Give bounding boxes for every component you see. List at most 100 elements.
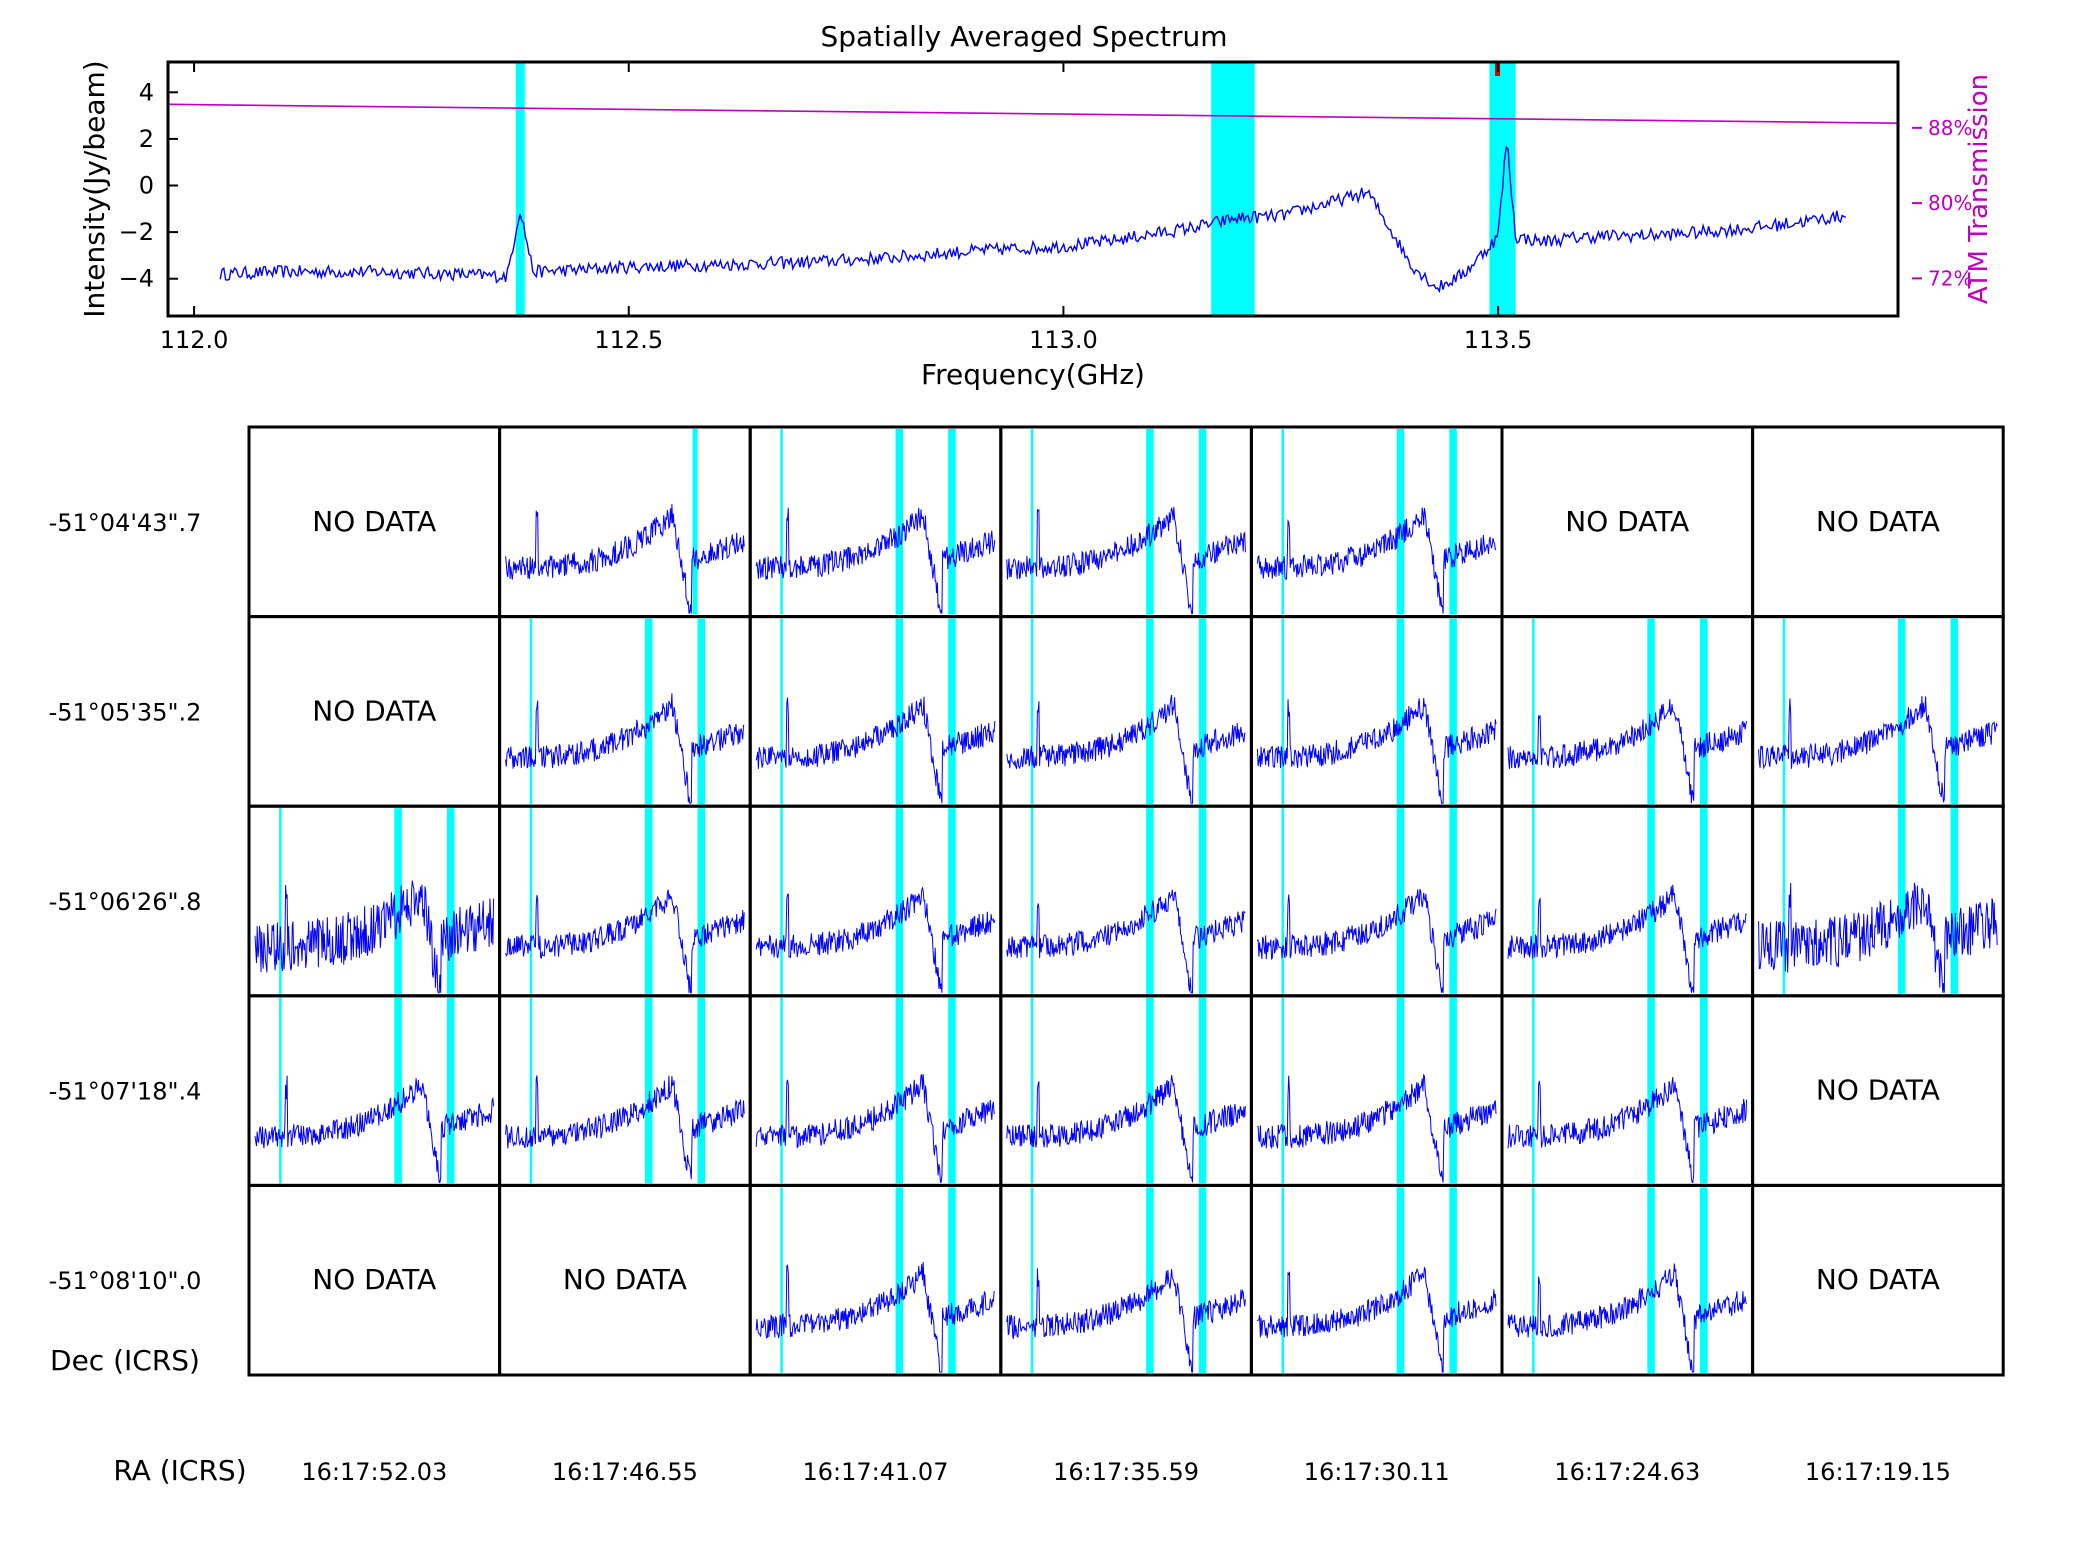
panel-band xyxy=(697,618,706,805)
panel-band xyxy=(644,618,653,805)
panel-band xyxy=(895,429,904,615)
grid-panel xyxy=(1751,615,2005,808)
panel-band xyxy=(1532,1187,1535,1373)
panel-spectrum-line xyxy=(1256,888,1497,993)
dec-row-label: -51°05'35".2 xyxy=(49,698,202,726)
grid-panel xyxy=(748,994,1003,1187)
grid-panel xyxy=(498,994,752,1187)
panel-band xyxy=(1699,808,1708,994)
grid-panel xyxy=(999,994,1253,1187)
panel-frame xyxy=(1500,615,1755,808)
panel-band xyxy=(1030,808,1034,994)
ra-column-labels: 16:17:52.03 16:17:46.55 16:17:41.07 16:17:3… xyxy=(301,1458,1951,1486)
chart-title: Spatially Averaged Spectrum xyxy=(821,20,1228,53)
panel-spectrum-line xyxy=(1006,694,1246,804)
grid-panel xyxy=(1500,994,1755,1187)
grid-panel xyxy=(1249,425,1504,619)
grid-panel xyxy=(1500,804,1755,998)
no-data-label: NO DATA xyxy=(312,1263,436,1296)
panel-band xyxy=(1198,618,1207,805)
panel-band xyxy=(1396,997,1405,1184)
panel-spectrum-line xyxy=(755,886,996,993)
dec-row-label: -51°06'26".8 xyxy=(49,888,202,916)
ra-column-label: 16:17:52.03 xyxy=(301,1458,447,1486)
panel-band xyxy=(895,997,904,1184)
panel-frame xyxy=(748,425,1003,619)
panel-band xyxy=(1647,1187,1655,1373)
panel-band xyxy=(529,997,533,1184)
panel-band xyxy=(1647,997,1655,1184)
panel-band xyxy=(394,808,402,994)
top-spectrum-plot: Spatially Averaged Spectrum 112.0 112.5 11… xyxy=(78,20,1994,391)
panel-band xyxy=(948,618,956,805)
panel-band xyxy=(1449,618,1457,805)
panel-band xyxy=(895,618,904,805)
panel-band xyxy=(1146,808,1154,994)
panel-band xyxy=(1449,808,1457,994)
panel-band xyxy=(1782,618,1786,805)
panel-spectrum-line xyxy=(505,693,745,804)
panel-frame xyxy=(748,994,1003,1187)
y-tick-label: −4 xyxy=(119,265,154,293)
panel-spectrum-line xyxy=(1006,506,1246,615)
y-tick-label: 2 xyxy=(139,125,154,153)
panel-band xyxy=(1030,429,1034,615)
spectral-map-grid: NO DATA NO DATA NO DATA NO DATA NO DATA NO DA… xyxy=(247,425,2005,1377)
panel-band xyxy=(1281,808,1284,994)
grid-panel xyxy=(1249,804,1504,998)
panel-band xyxy=(948,808,956,994)
no-data-label: NO DATA xyxy=(1816,1074,1940,1107)
panel-band xyxy=(1198,808,1207,994)
dec-row-label: -51°07'18".4 xyxy=(49,1078,202,1106)
grid-panel xyxy=(748,425,1003,619)
panel-band xyxy=(1532,618,1535,805)
panel-band xyxy=(446,997,455,1184)
panel-band xyxy=(1396,1187,1405,1373)
grid-panel xyxy=(1751,804,2005,998)
x-tick-label: 112.0 xyxy=(160,326,229,354)
panel-band xyxy=(697,808,706,994)
panel-band xyxy=(394,997,402,1184)
panel-spectrum-line xyxy=(755,1073,996,1183)
y-tick-label: 4 xyxy=(139,78,154,106)
panel-spectrum-line xyxy=(505,1075,745,1180)
panel-spectrum-line xyxy=(755,507,996,614)
dec-axis-label: Dec (ICRS) xyxy=(50,1344,200,1377)
panel-spectrum-line xyxy=(505,504,745,614)
ra-column-label: 16:17:24.63 xyxy=(1554,1458,1700,1486)
panel-spectrum-line xyxy=(1507,884,1747,993)
panel-frame xyxy=(498,994,752,1187)
grid-panel xyxy=(999,425,1253,619)
highlight-band xyxy=(515,62,525,316)
atm-transmission-line xyxy=(167,103,1899,124)
panel-frame xyxy=(498,804,752,998)
ra-axis-label: RA (ICRS) xyxy=(113,1454,246,1487)
no-data-label: NO DATA xyxy=(1816,1263,1940,1296)
x-tick-label: 113.0 xyxy=(1029,326,1098,354)
panel-band xyxy=(780,808,783,994)
panel-band xyxy=(895,808,904,994)
panel-frame xyxy=(247,804,502,998)
panel-frame xyxy=(1751,1183,2005,1377)
grid-panel: NO DATA xyxy=(1500,425,1755,619)
highlight-bands xyxy=(515,62,1516,316)
no-data-label: NO DATA xyxy=(563,1263,687,1296)
ra-column-label: 16:17:41.07 xyxy=(803,1458,949,1486)
x-axis-label: Frequency(GHz) xyxy=(921,358,1145,391)
panel-spectrum-line xyxy=(1256,507,1497,614)
panel-spectrum-line xyxy=(1758,882,1998,993)
panel-frame xyxy=(999,425,1253,619)
panel-band xyxy=(1699,997,1708,1184)
panel-band xyxy=(279,997,282,1184)
y-tick-label: 0 xyxy=(139,172,154,200)
panel-band xyxy=(780,618,783,805)
grid-panel xyxy=(247,804,502,998)
no-data-label: NO DATA xyxy=(312,505,436,538)
panel-band xyxy=(1281,1187,1284,1373)
no-data-label: NO DATA xyxy=(312,694,436,727)
panel-band xyxy=(279,808,282,994)
x-axis-ticks: 112.0 112.5 113.0 113.5 xyxy=(160,62,1532,354)
panel-band xyxy=(1198,997,1207,1184)
y2-axis-label: ATM Transmission xyxy=(1964,74,1994,304)
y-axis-ticks: 4 2 0 −2 −4 xyxy=(119,78,178,293)
